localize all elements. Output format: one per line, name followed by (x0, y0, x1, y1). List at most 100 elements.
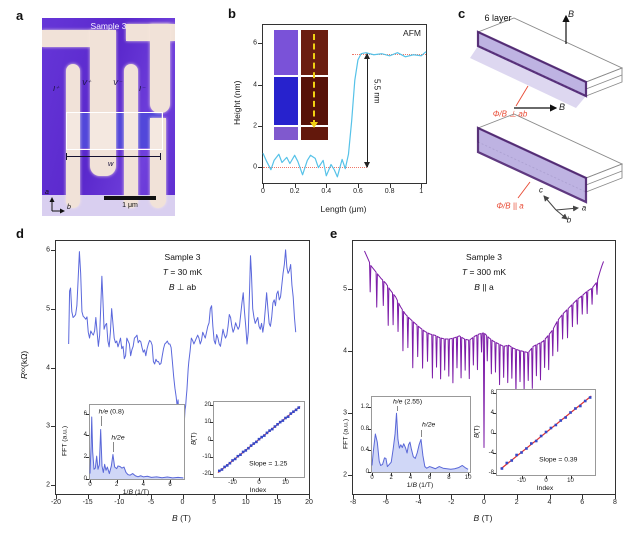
afm-segment-bottom (301, 126, 329, 141)
panel-e-fft-inset: 0 2 4 6 8 10 0 0.4 0.8 1.2 h/e (2.55) h/2e (361, 396, 471, 481)
y-tick (348, 475, 352, 477)
y-tick-label: 1.2 (360, 403, 369, 410)
y-tick (493, 432, 496, 434)
x-tick (182, 495, 184, 499)
x-tick-label: 15 (273, 499, 282, 506)
x-tick (309, 495, 310, 499)
panel-a-micrograph: w I⁺ V⁺ V⁻ I⁻ Sample 3 1 μm a b (42, 18, 175, 216)
y-tick-label: 0 (207, 436, 211, 443)
x-tick-label: 10 (282, 480, 289, 486)
y-tick-label: -8 (488, 469, 494, 476)
flux-plane-perp-shadow (470, 46, 586, 108)
electrode-right-column (150, 24, 170, 113)
panel-d-plot: Sample 3 T = 30 mK B ⊥ ab FFT (a.u.) 0 2 4… (46, 240, 313, 506)
y-tick-label: 2 (343, 471, 347, 479)
layer-count-label: 6 layer (484, 13, 512, 23)
panel-d-annotation: Sample 3 T = 30 mK B ⊥ ab (163, 250, 202, 295)
y-tick-label: 5 (46, 305, 50, 313)
y-tick (258, 43, 262, 45)
electrode-top-left (42, 30, 92, 47)
y-tick-label: 0 (365, 469, 369, 475)
strip-separator (301, 75, 329, 78)
panel-d-index-inset: -10 0 10 -20 -10 0 10 20 Slope = 1.25 (202, 401, 305, 486)
x-tick-label: 2 (389, 475, 393, 481)
x-tick (421, 184, 423, 188)
x-tick (468, 473, 470, 476)
e-index-ylabel: B (T) (473, 424, 481, 439)
reference-line (351, 53, 426, 55)
x-tick-label: 5 (212, 499, 217, 506)
scale-bar (104, 196, 156, 200)
y-tick (210, 456, 213, 458)
x-tick-label: 0 (180, 499, 185, 506)
optical-segment-top (274, 29, 299, 76)
y-tick-label: 0 (490, 429, 494, 436)
y-tick (493, 472, 496, 474)
device-outline-rect (66, 112, 163, 150)
y-tick-label: 3 (46, 422, 50, 430)
electrode-vplus-column (90, 30, 116, 176)
y-tick (86, 479, 89, 480)
y-tick-label: -4 (488, 449, 494, 456)
y-tick-label: 4 (46, 364, 50, 371)
b-label-top: B (567, 9, 575, 19)
d-index-ylabel: B (T) (190, 431, 198, 446)
y-tick-label: 2 (253, 122, 257, 130)
x-tick-label: 20 (305, 499, 313, 506)
panel-b-xlabel: Length (μm) (320, 204, 367, 214)
x-tick (549, 495, 551, 499)
x-tick (484, 495, 485, 499)
x-tick-label: 4 (547, 499, 552, 506)
y-tick-label: 6 (46, 246, 50, 254)
y-tick-label: 10 (204, 419, 211, 426)
plot-annotation: Slope = 0.39 (539, 456, 578, 463)
y-tick (348, 289, 352, 291)
y-tick (51, 426, 55, 428)
y-tick (210, 439, 213, 441)
x-tick (170, 480, 171, 483)
y-tick (493, 412, 496, 414)
flux-plane-parallel (476, 126, 588, 204)
y-tick-label: 4 (83, 432, 87, 439)
x-tick (389, 184, 391, 188)
y-tick (51, 308, 55, 310)
x-tick-label: 6 (580, 499, 585, 506)
probe-label-i-plus: I⁺ (53, 84, 60, 93)
flux-perp-label: Φ/B ⊥ ab (492, 109, 528, 119)
electrode-iplus-finger (66, 64, 80, 208)
x-tick-label: 0 (88, 482, 92, 488)
plot-annotation: Slope = 1.25 (249, 460, 288, 468)
crystal-axes-a-b (49, 197, 65, 214)
scale-bar-label: 1 μm (122, 202, 138, 209)
y-tick (368, 472, 371, 473)
e_index-canvas (497, 390, 595, 475)
x-tick-label: -10 (517, 478, 526, 484)
axis-a-label: a (45, 189, 49, 196)
x-tick-label: 0 (544, 478, 548, 484)
panel-a-letter: a (16, 8, 24, 23)
panel-d-xlabel: B (T) (172, 513, 191, 523)
x-tick (119, 495, 121, 499)
x-tick-label: -6 (382, 499, 389, 506)
y-tick (493, 392, 496, 394)
x-tick (521, 476, 523, 479)
x-tick-label: 0.8 (384, 188, 395, 195)
y-tick-label: 3 (343, 409, 347, 417)
plot-annotation: h/e (2.55) (392, 398, 423, 406)
d_fft-series (90, 417, 183, 478)
panel-e-annotation: Sample 3 T = 300 mK B || a (462, 250, 506, 295)
y-tick-label: 5 (343, 285, 347, 293)
x-tick (294, 184, 296, 188)
e-index-xlabel: Index (536, 485, 554, 492)
e_fft-series (372, 413, 468, 469)
flux-parallel-pointer (517, 181, 531, 199)
y-tick (348, 413, 352, 415)
x-tick-label: 2 (514, 499, 519, 506)
panel-e-sample: Sample 3 (466, 252, 502, 262)
x-tick (385, 495, 387, 499)
x-tick-label: 8 (613, 499, 617, 506)
y-tick-label: -20 (202, 470, 211, 477)
b_afm-canvas (263, 25, 426, 183)
linecut-arrow (309, 34, 318, 128)
y-tick-label: 8 (490, 389, 494, 396)
